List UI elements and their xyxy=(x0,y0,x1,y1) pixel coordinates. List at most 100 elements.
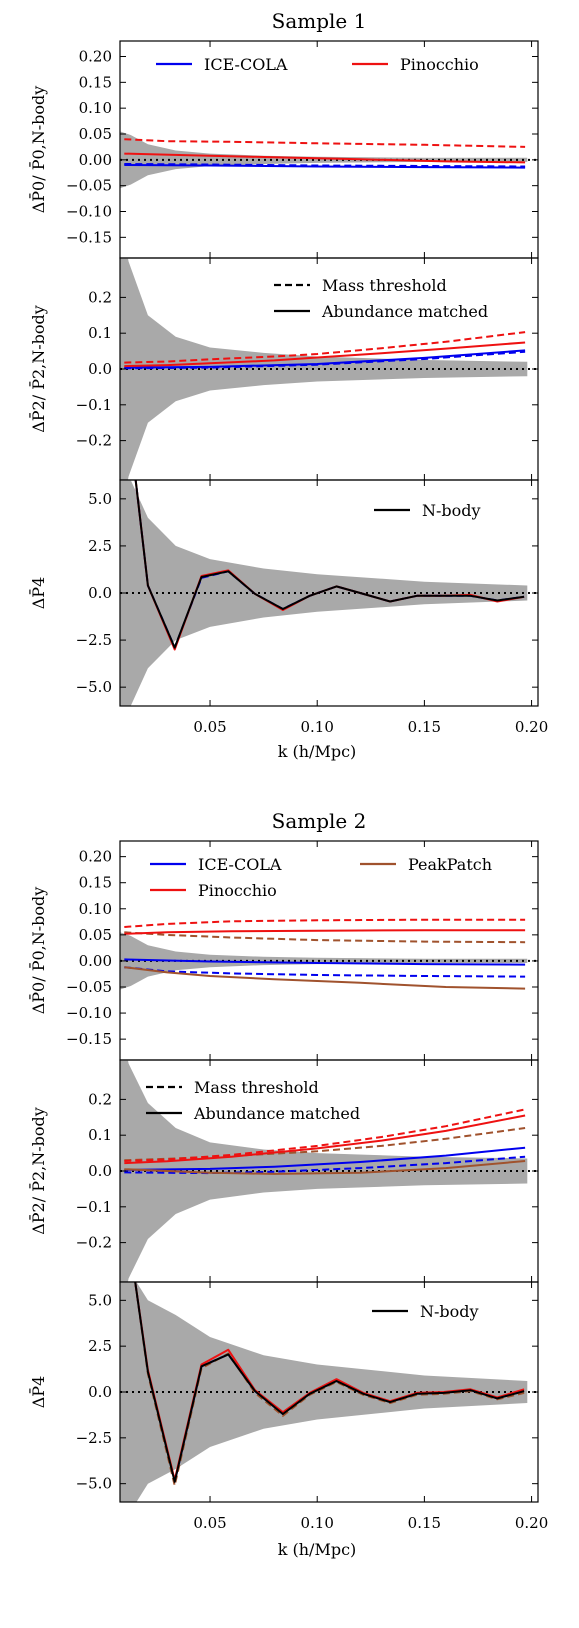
y-tick-label: 0.05 xyxy=(79,926,112,944)
panel-p2: −0.2 −0.1 0.0 0.1 0.2 ΔP̄2/ P̄2,N-body Mass th… xyxy=(27,257,539,481)
y-tick-label: 0.0 xyxy=(88,1383,112,1401)
y-tick-label: 0.20 xyxy=(79,848,112,866)
y-tick-label: −0.2 xyxy=(76,432,112,450)
plot-area xyxy=(120,131,538,189)
y-tick-label: 0.05 xyxy=(79,125,112,143)
series-line-pinocchio-dashed xyxy=(124,1108,526,1162)
y-tick-label: 0.15 xyxy=(79,874,112,892)
error-band xyxy=(120,1060,528,1282)
legend-label: N-body xyxy=(422,501,481,520)
chart-title: Sample 1 xyxy=(272,9,367,33)
panel-p2: −0.2 −0.1 0.0 0.1 0.2 ΔP̄2/ P̄2,N-body Mass th… xyxy=(27,1059,539,1283)
y-tick-label: −5.0 xyxy=(76,1475,112,1493)
series-line-peakpatch-dashed xyxy=(124,931,526,944)
error-band xyxy=(120,1282,528,1502)
y-tick-label: 0.15 xyxy=(79,73,112,91)
y-tick-label: −0.15 xyxy=(66,228,112,246)
y-tick-label: −0.05 xyxy=(66,177,112,195)
plot-area xyxy=(120,1060,538,1282)
y-tick-label: 0.00 xyxy=(79,952,112,970)
y-axis-label: ΔP̄2/ P̄2,N-body xyxy=(27,305,48,433)
legend-label: ICE-COLA xyxy=(198,855,282,874)
x-tick-label: 0.05 xyxy=(193,1514,226,1532)
x-tick-label: 0.10 xyxy=(301,718,334,736)
y-tick-label: 0.2 xyxy=(88,288,112,306)
legend: N-body xyxy=(374,501,481,520)
y-tick-label: 0.1 xyxy=(88,324,112,342)
plot-area xyxy=(120,918,538,990)
x-tick-label: 0.15 xyxy=(408,718,441,736)
y-tick-label: 2.5 xyxy=(88,1337,112,1355)
x-axis-label: k (h/Mpc) xyxy=(278,742,357,761)
y-tick-label: −0.15 xyxy=(66,1030,112,1048)
legend: ICE-COLA Pinocchio xyxy=(156,55,479,74)
x-tick-label: 0.20 xyxy=(515,718,548,736)
plot-area xyxy=(120,258,538,480)
y-axis-label: ΔP̄2/ P̄2,N-body xyxy=(27,1107,48,1235)
series-line-pinocchio-dashed xyxy=(124,918,526,928)
chart-1: Sample 1 −0.15 −0.10 −0.05 0.00 0.05 0.10 0.15 0… xyxy=(27,9,548,761)
panel-p4: −5.0 −2.5 0.0 2.5 5.0 ΔP̄4 N-body xyxy=(27,1281,539,1503)
series-line-peakpatch-solid xyxy=(124,966,526,990)
legend: Mass threshold Abundance matched xyxy=(146,1078,360,1123)
y-tick-label: 0.0 xyxy=(88,360,112,378)
legend-label: Pinocchio xyxy=(400,55,479,74)
chart-2: Sample 2 −0.15 −0.10 −0.05 0.00 0.05 0.10 0.15 0… xyxy=(27,809,548,1559)
y-tick-label: −0.1 xyxy=(76,396,112,414)
legend: ICE-COLA PeakPatch Pinocchio xyxy=(150,855,492,900)
y-tick-label: 2.5 xyxy=(88,537,112,555)
y-tick-label: 0.1 xyxy=(88,1126,112,1144)
y-axis-label: ΔP̄4 xyxy=(27,577,48,610)
series-line-ice-cola-solid xyxy=(124,958,526,966)
series-line-pinocchio-solid xyxy=(124,929,526,935)
series-line-n-body-solid xyxy=(134,1282,525,1483)
y-tick-label: 0.0 xyxy=(88,1162,112,1180)
legend-label: Mass threshold xyxy=(322,276,447,295)
y-axis-label: ΔP̄4 xyxy=(27,1376,48,1409)
y-tick-label: 0.00 xyxy=(79,151,112,169)
y-tick-label: −0.05 xyxy=(66,978,112,996)
legend: Mass threshold Abundance matched xyxy=(274,276,488,321)
x-tick-label: 0.05 xyxy=(193,718,226,736)
legend-label: Mass threshold xyxy=(194,1078,319,1097)
legend: N-body xyxy=(372,1302,479,1321)
series-line-pinocchio-dashed xyxy=(124,138,526,148)
series-line-peakpatch-solid xyxy=(124,1160,526,1175)
series-line-ice-cola-solid xyxy=(124,1146,526,1171)
panel-p4: −5.0 −2.5 0.0 2.5 5.0 ΔP̄4 N-body xyxy=(27,479,539,707)
y-tick-label: −0.10 xyxy=(66,203,112,221)
y-tick-label: −0.1 xyxy=(76,1198,112,1216)
error-band xyxy=(120,258,528,480)
y-tick-label: −5.0 xyxy=(76,678,112,696)
y-tick-label: 5.0 xyxy=(88,1291,112,1309)
panel-p0: −0.15 −0.10 −0.05 0.00 0.05 0.10 0.15 0.20 ΔP̄0/… xyxy=(27,840,539,1061)
x-tick-label: 0.10 xyxy=(301,1514,334,1532)
series-line-peakpatch-dashed xyxy=(124,1127,526,1162)
error-band xyxy=(120,480,528,706)
y-tick-label: 5.0 xyxy=(88,490,112,508)
y-axis-label: ΔP̄0/ P̄0,N-body xyxy=(27,887,48,1015)
y-tick-label: 0.0 xyxy=(88,584,112,602)
series-line-pinocchio-solid xyxy=(124,341,526,368)
series-line-pinocchio-dashed xyxy=(124,331,526,364)
legend-label: Abundance matched xyxy=(321,302,488,321)
chart-title: Sample 2 xyxy=(272,809,367,833)
series-line-ice-cola-solid xyxy=(124,349,526,369)
plot-area xyxy=(120,480,538,706)
series-line-pinocchio-solid xyxy=(124,1114,526,1165)
series-line-pinocchio-solid xyxy=(124,152,526,164)
y-tick-label: 0.2 xyxy=(88,1090,112,1108)
legend-label: ICE-COLA xyxy=(204,55,288,74)
y-tick-label: 0.10 xyxy=(79,900,112,918)
x-tick-label: 0.20 xyxy=(515,1514,548,1532)
series-line-ice-cola-solid xyxy=(124,164,526,169)
y-tick-label: −0.10 xyxy=(66,1004,112,1022)
plot-area xyxy=(120,1282,538,1502)
legend-label: Pinocchio xyxy=(198,881,277,900)
y-tick-label: −0.2 xyxy=(76,1234,112,1252)
y-axis-label: ΔP̄0/ P̄0,N-body xyxy=(27,86,48,214)
legend-label: Abundance matched xyxy=(193,1104,360,1123)
x-tick-label: 0.15 xyxy=(408,1514,441,1532)
y-tick-label: 0.10 xyxy=(79,99,112,117)
